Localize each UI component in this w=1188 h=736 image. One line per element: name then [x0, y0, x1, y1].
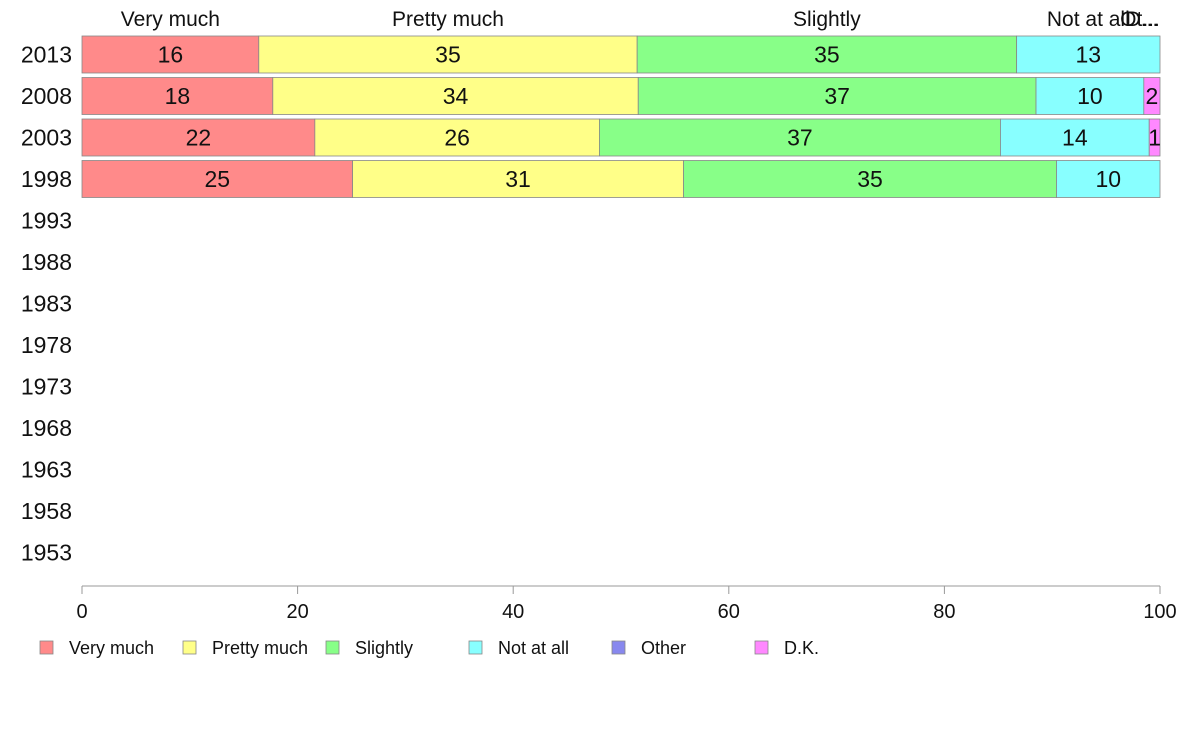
- bar-2003-pretty-much: [314, 118, 600, 157]
- year-label-2003: 2003: [21, 125, 72, 151]
- value-label-2013-very-much: 16: [158, 42, 184, 68]
- x-tick-label-20: 20: [286, 601, 308, 623]
- value-label-2003-d-k-: 1: [1148, 125, 1161, 151]
- legend-label-4: Not at all: [498, 638, 569, 658]
- bar-2008-d-k-: [1143, 77, 1161, 115]
- year-label-2013: 2013: [21, 42, 72, 68]
- year-label-1958: 1958: [21, 498, 72, 524]
- value-label-2008-very-much: 18: [165, 83, 191, 109]
- value-label-2008-pretty-much: 34: [443, 83, 469, 109]
- year-label-1983: 1983: [21, 291, 72, 317]
- year-axis-labels: 2013 2008 2003 1998 1993 1988 1983 1978 1973 1968…: [21, 42, 72, 566]
- value-label-2013-slightly: 35: [814, 42, 840, 68]
- legend-label-3: Slightly: [355, 638, 413, 658]
- bar-2008-not-at-all: [1035, 77, 1145, 115]
- legend-label-1: Very much: [69, 638, 154, 658]
- year-label-1953: 1953: [21, 540, 72, 566]
- value-label-1998-very-much: 25: [204, 166, 230, 192]
- value-label-2008-d-k-: 2: [1146, 83, 1159, 109]
- x-tick-label-100: 100: [1143, 601, 1176, 623]
- top-label-6: D...: [1126, 8, 1159, 31]
- bar-2013-not-at-all: [1016, 35, 1161, 74]
- legend-label-5: Other: [641, 638, 686, 658]
- year-label-1978: 1978: [21, 332, 72, 358]
- legend-swatch-4: [468, 640, 483, 655]
- year-label-2008: 2008: [21, 83, 72, 109]
- value-label-2003-very-much: 22: [186, 125, 212, 151]
- year-label-1963: 1963: [21, 457, 72, 483]
- bar-2003-d-k-: [1148, 118, 1161, 157]
- top-label-1: Very much: [121, 8, 220, 31]
- value-label-2013-pretty-much: 35: [435, 42, 461, 68]
- top-label-4: Not at all: [1047, 8, 1130, 31]
- bar-2008-pretty-much: [272, 77, 639, 115]
- legend-label-2: Pretty much: [212, 638, 308, 658]
- legend-label-6: D.K.: [784, 638, 819, 658]
- x-tick-label-80: 80: [933, 601, 955, 623]
- value-label-2003-not-at-all: 14: [1062, 125, 1088, 151]
- value-label-1998-pretty-much: 31: [505, 166, 531, 192]
- year-label-1993: 1993: [21, 208, 72, 234]
- top-category-labels: Very much Pretty much Slightly Not at allOt…: [121, 8, 1160, 31]
- value-label-2013-not-at-all: 13: [1076, 42, 1102, 68]
- year-label-1968: 1968: [21, 415, 72, 441]
- bar-1998-pretty-much: [352, 160, 684, 198]
- year-label-1973: 1973: [21, 374, 72, 400]
- bar-2008-very-much: [81, 77, 274, 115]
- top-label-2: Pretty much: [392, 8, 504, 31]
- legend-swatch-3: [325, 640, 340, 655]
- legend-swatch-6: [754, 640, 769, 655]
- legend-swatch-1: [39, 640, 54, 655]
- bar-1998-slightly: [683, 160, 1057, 198]
- bar-2003-slightly: [599, 118, 1001, 157]
- value-label-2008-slightly: 37: [824, 83, 850, 109]
- year-label-1998: 1998: [21, 166, 72, 192]
- value-label-2008-not-at-all: 10: [1077, 83, 1103, 109]
- value-label-2003-slightly: 37: [787, 125, 813, 151]
- bar-1998-not-at-all: [1056, 160, 1161, 198]
- bar-1998-very-much: [81, 160, 353, 198]
- bar-2008-slightly: [637, 77, 1037, 115]
- value-label-1998-not-at-all: 10: [1095, 166, 1121, 192]
- legend: Very much Pretty much Slightly Not at all Ot…: [39, 638, 819, 658]
- x-tick-label-40: 40: [502, 601, 524, 623]
- value-label-1998-slightly: 35: [857, 166, 883, 192]
- bar-2003-not-at-all: [1000, 118, 1150, 157]
- year-label-1988: 1988: [21, 249, 72, 275]
- x-tick-label-0: 0: [76, 601, 87, 623]
- top-label-5: Ot...: [1120, 8, 1160, 31]
- legend-swatch-2: [182, 640, 197, 655]
- value-label-2003-pretty-much: 26: [444, 125, 470, 151]
- legend-swatch-5: [611, 640, 626, 655]
- bar-2003-very-much: [81, 118, 316, 157]
- bar-2013-pretty-much: [258, 35, 638, 74]
- x-tick-label-60: 60: [718, 601, 740, 623]
- top-label-3: Slightly: [793, 8, 861, 31]
- x-axis: 0 20 40 60 80 100: [76, 585, 1177, 623]
